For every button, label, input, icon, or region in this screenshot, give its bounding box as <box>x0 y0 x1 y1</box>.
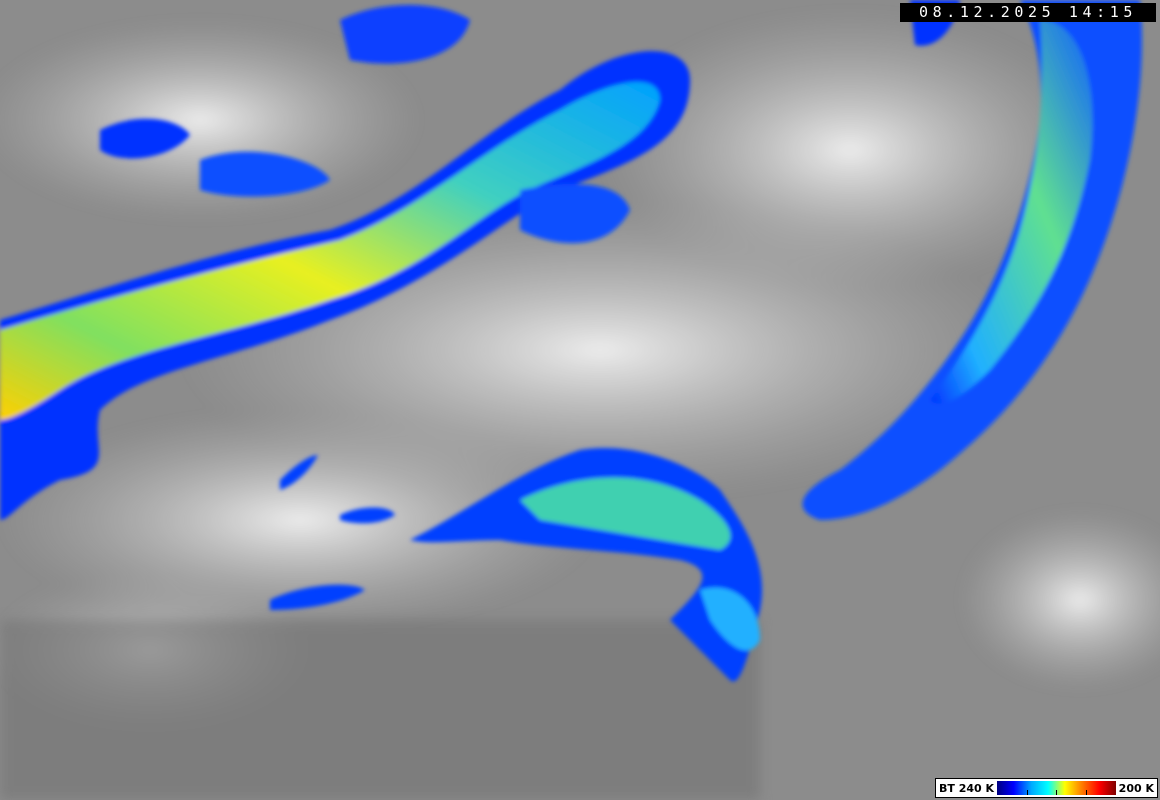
legend-color-bar <box>997 781 1116 795</box>
legend-max-label: 200 K <box>1118 781 1154 795</box>
legend-tick <box>1026 790 1028 795</box>
legend-tick <box>1086 790 1088 795</box>
cold-cloud-cluster-south <box>270 448 762 682</box>
legend-tick <box>1056 790 1058 795</box>
color-scale-legend: BT 240 K 200 K <box>935 778 1158 798</box>
cold-cloud-band-northwest <box>0 5 690 520</box>
timestamp: 08.12.2025 14:15 <box>900 3 1156 22</box>
legend-min-label: BT 240 K <box>939 781 995 795</box>
